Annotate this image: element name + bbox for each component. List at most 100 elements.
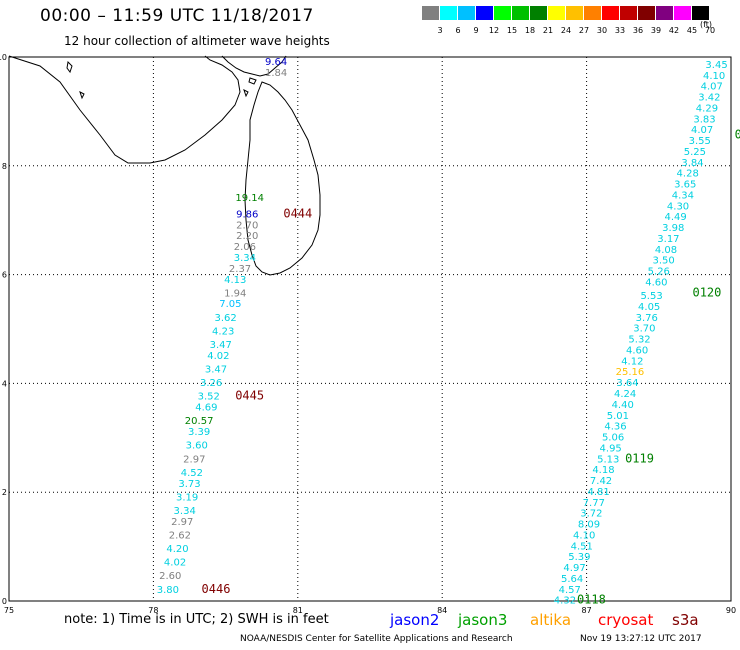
legend-swatch — [638, 6, 655, 20]
swh-value: 2.97 — [171, 517, 193, 528]
legend-swatch — [476, 6, 493, 20]
swh-value: 4.23 — [212, 326, 234, 337]
footer-note: note: 1) Time is in UTC; 2) SWH is in fe… — [64, 612, 329, 627]
swh-value: 4.10 — [703, 71, 725, 82]
legend-unit: (ft) — [700, 20, 713, 29]
legend-swatch — [512, 6, 529, 20]
pass-time-label: 012 — [735, 128, 740, 142]
swh-value: 4.97 — [563, 563, 585, 574]
swh-value: 3.72 — [580, 509, 602, 520]
swh-value: 4.07 — [691, 125, 713, 136]
x-tick-label: 87 — [582, 606, 592, 615]
legend-label: 15 — [506, 26, 518, 35]
swh-value: 3.34 — [234, 253, 256, 264]
credit-line: NOAA/NESDIS Center for Satellite Applica… — [240, 634, 513, 644]
legend-label: 6 — [455, 26, 461, 35]
legend-label: 3 — [437, 26, 443, 35]
swh-value: 1.94 — [224, 288, 246, 299]
swh-value: 4.36 — [604, 422, 626, 433]
satellite-label: s3a — [672, 611, 699, 629]
y-tick-label: 8 — [2, 162, 7, 171]
legend-label: 45 — [686, 26, 698, 35]
swh-value: 4.52 — [181, 468, 203, 479]
coastline — [8, 55, 321, 276]
x-tick-label: 84 — [437, 606, 447, 615]
swh-value: 5.39 — [568, 552, 590, 563]
swh-value: 4.18 — [592, 465, 614, 476]
west-track-values: 9.641.8419.149.862.702.202.063.342.374.1… — [157, 57, 288, 596]
india-coastline-north — [221, 55, 287, 77]
india-coastline — [8, 55, 241, 164]
axis-ticks: 75 78 81 84 87 90 0 2 4 6 8 10 — [0, 53, 736, 615]
swh-value: 3.84 — [681, 158, 703, 169]
legend-swatch — [458, 6, 475, 20]
pass-time-label: 0120 — [692, 285, 721, 299]
swh-value: 4.20 — [166, 544, 188, 555]
swh-value: 7.77 — [583, 498, 605, 509]
swh-value: 3.52 — [198, 392, 220, 403]
swh-value: 3.47 — [205, 365, 227, 376]
map-frame — [8, 56, 732, 602]
swh-value: 3.64 — [616, 378, 638, 389]
legend-swatch — [656, 6, 673, 20]
generated-timestamp: Nov 19 13:27:12 UTC 2017 — [580, 634, 702, 644]
swh-value: 5.25 — [684, 147, 706, 158]
swh-value: 4.29 — [696, 103, 718, 114]
swh-value: 1.84 — [265, 68, 287, 79]
swh-value: 3.70 — [633, 324, 655, 335]
legend-label: 21 — [542, 26, 554, 35]
swh-value: 4.69 — [195, 403, 217, 414]
swh-value: 3.55 — [689, 136, 711, 147]
y-tick-label: 10 — [0, 53, 7, 62]
legend-label: 70 — [704, 26, 716, 35]
sri-lanka-coastline — [244, 81, 321, 276]
swh-value: 3.83 — [693, 114, 715, 125]
y-tick-label: 2 — [2, 488, 7, 497]
legend-label: 12 — [488, 26, 500, 35]
legend-label: 36 — [632, 26, 644, 35]
map-subtitle: 12 hour collection of altimeter wave hei… — [64, 34, 330, 48]
swh-value: 3.65 — [674, 180, 696, 191]
pass-time-label: 0119 — [625, 451, 654, 465]
legend-swatch — [692, 6, 709, 20]
legend-swatch — [494, 6, 511, 20]
swh-value: 8.09 — [578, 520, 600, 531]
pass-time-label: 0118 — [577, 593, 606, 607]
swh-value: 3.42 — [698, 93, 720, 104]
x-tick-label: 78 — [148, 606, 158, 615]
legend-swatch — [548, 6, 565, 20]
pass-times: 0444 0445 0446 012 0120 0119 0118 — [202, 128, 740, 607]
swh-value: 7.42 — [590, 476, 612, 487]
swh-value: 2.62 — [169, 530, 191, 541]
legend-label: 33 — [614, 26, 626, 35]
satellite-label: altika — [530, 611, 572, 629]
x-tick-label: 81 — [293, 606, 303, 615]
swh-value: 3.34 — [174, 506, 196, 517]
swh-value: 4.02 — [207, 351, 229, 362]
pass-time-label: 0444 — [283, 206, 312, 220]
swh-value: 4.05 — [638, 302, 660, 313]
swh-value: 2.06 — [234, 242, 256, 253]
swh-value: 4.81 — [588, 487, 610, 498]
swh-value: 2.70 — [236, 220, 258, 231]
swh-value: 4.34 — [672, 190, 694, 201]
satellite-label: cryosat — [598, 611, 654, 629]
y-tick-label: 0 — [2, 597, 7, 606]
swh-value: 5.32 — [628, 335, 650, 346]
swh-value: 3.26 — [200, 378, 222, 389]
island — [248, 77, 257, 85]
legend-label: 24 — [560, 26, 572, 35]
x-tick-label: 75 — [4, 606, 14, 615]
swh-value: 5.64 — [561, 574, 583, 585]
swh-value: 4.07 — [701, 82, 723, 93]
swh-value: 3.47 — [210, 340, 232, 351]
y-tick-label: 6 — [2, 271, 7, 280]
legend-swatch — [674, 6, 691, 20]
swh-value: 4.95 — [600, 443, 622, 454]
swh-value: 3.76 — [636, 313, 658, 324]
swh-value: 4.40 — [612, 400, 634, 411]
swh-value: 2.97 — [183, 454, 205, 465]
swh-value: 3.73 — [178, 479, 200, 490]
legend-swatch — [566, 6, 583, 20]
